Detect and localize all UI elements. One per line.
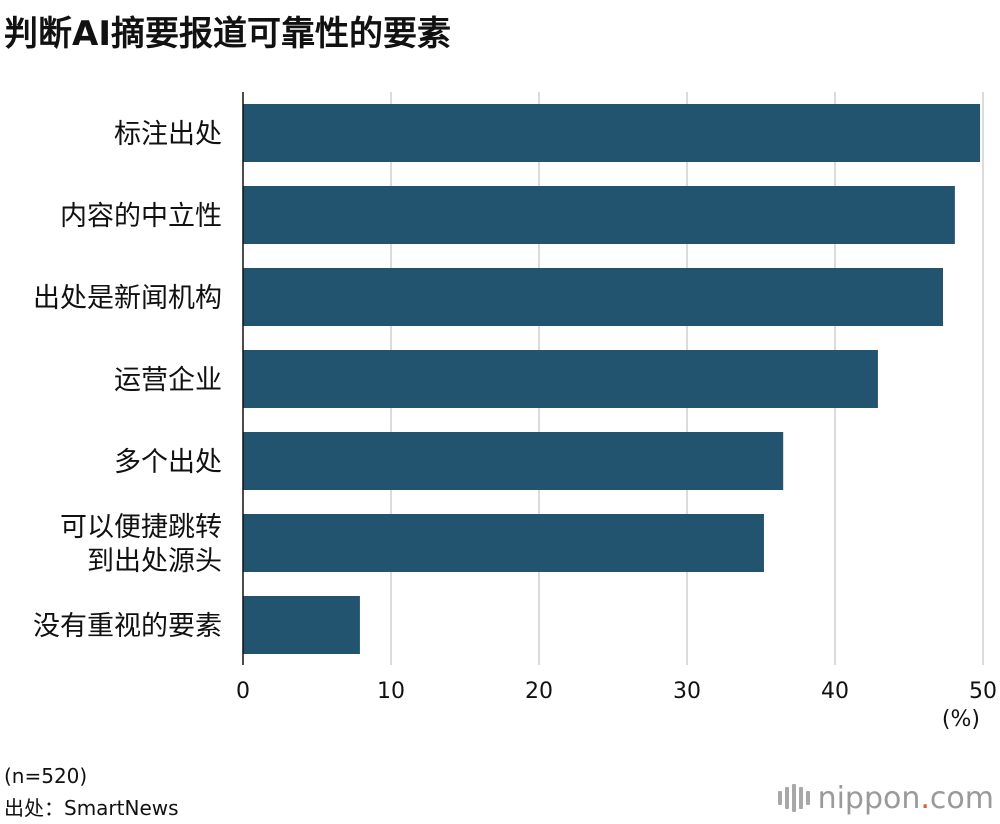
bar	[243, 350, 878, 408]
bar	[243, 104, 981, 162]
category-labels: 标注出处内容的中立性出处是新闻机构运营企业多个出处可以便捷跳转到出处源头没有重视…	[33, 119, 222, 642]
bar	[243, 186, 955, 244]
category-label: 内容的中立性	[60, 201, 222, 232]
category-label: 运营企业	[114, 365, 222, 396]
category-label: 标注出处	[114, 119, 222, 150]
sample-size-note: (n=520)	[4, 764, 88, 788]
chart-title: 判断AI摘要报道可靠性的要素	[4, 14, 451, 54]
x-tick-label: 10	[377, 679, 405, 704]
bar	[243, 596, 360, 654]
x-axis-unit-label: (%)	[941, 707, 980, 732]
x-axis-ticks: 0 10 20 30 40 50	[236, 679, 997, 704]
x-tick-label: 30	[673, 679, 701, 704]
x-tick-label: 20	[525, 679, 553, 704]
logo-text: nippon.com	[817, 780, 994, 816]
category-label: 没有重视的要素	[33, 611, 222, 642]
x-tick-label: 50	[969, 679, 997, 704]
bars	[243, 104, 981, 654]
bar	[243, 432, 784, 490]
logo-mark-icon	[777, 784, 810, 812]
category-label: 多个出处	[114, 447, 222, 478]
bar	[243, 514, 764, 572]
category-label: 出处是新闻机构	[33, 283, 222, 314]
source-note: 出处：SmartNews	[4, 796, 179, 820]
x-tick-label: 0	[236, 679, 250, 704]
x-tick-label: 40	[821, 679, 849, 704]
bar	[243, 268, 944, 326]
category-label: 可以便捷跳转到出处源头	[60, 512, 222, 577]
nippon-logo: nippon.com	[777, 778, 994, 818]
